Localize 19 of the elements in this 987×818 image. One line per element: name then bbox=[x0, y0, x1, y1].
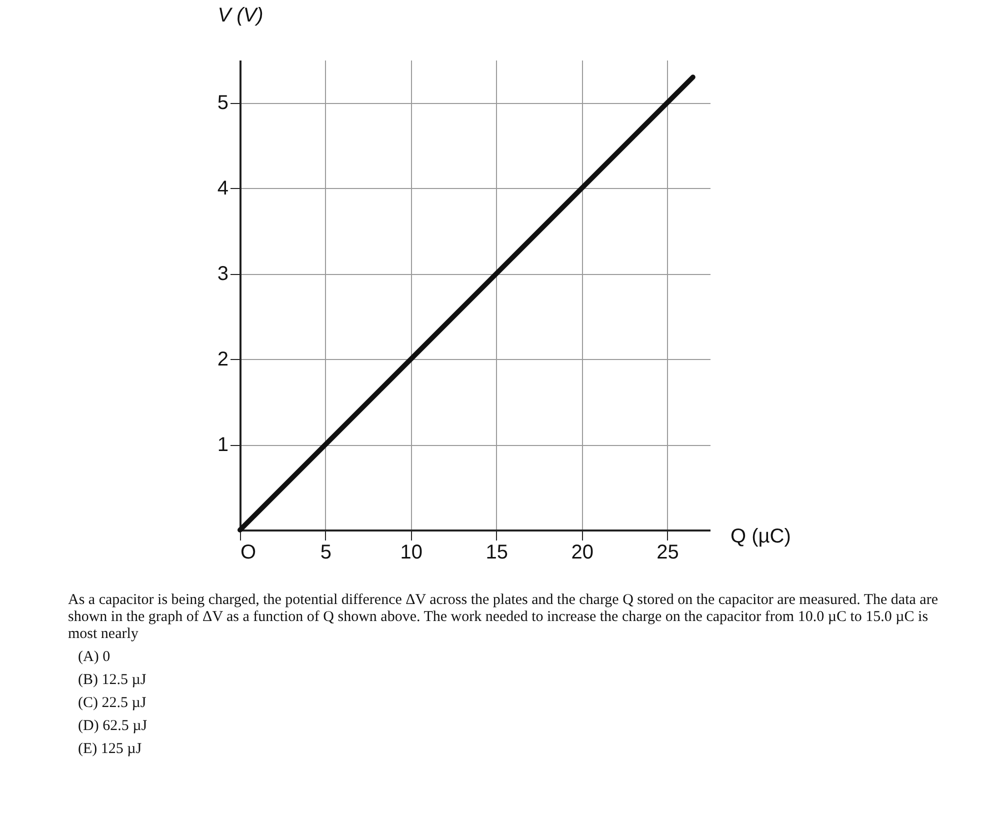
text: (E) 125 µJ bbox=[78, 741, 143, 758]
y-tick-label: 1 bbox=[217, 434, 228, 456]
x-tick-label: O bbox=[240, 542, 256, 564]
x-tick-label: 5 bbox=[320, 542, 332, 564]
x-tick-label: 15 bbox=[486, 542, 508, 564]
text: (D) 62.5 µJ bbox=[78, 718, 148, 735]
text: (A) 0 bbox=[78, 649, 112, 666]
text: (C) 22.5 µJ bbox=[78, 695, 148, 712]
x-tick-label: 10 bbox=[400, 542, 423, 564]
y-axis-title: V (V) bbox=[218, 4, 264, 26]
x-tick-label: 20 bbox=[571, 542, 594, 564]
y-tick-label: 4 bbox=[217, 178, 228, 200]
x-tick-label: 25 bbox=[656, 542, 679, 564]
x-axis-title: Q (µC) bbox=[730, 526, 791, 548]
y-tick-label: 2 bbox=[217, 348, 228, 371]
y-tick-label: 5 bbox=[217, 92, 228, 114]
y-tick-label: 3 bbox=[217, 263, 228, 286]
text: (B) 12.5 µJ bbox=[78, 672, 148, 689]
text: As a capacitor is being charged, the potential difference ΔV across the plates and the charge Q stored on the capacitor are measured. The data are shown in the graph of ΔV as a function of Q shown above. The work needed to increase the charge on the capacitor from 10.0 µC to 15.0 µC is most nearly bbox=[68, 592, 939, 643]
